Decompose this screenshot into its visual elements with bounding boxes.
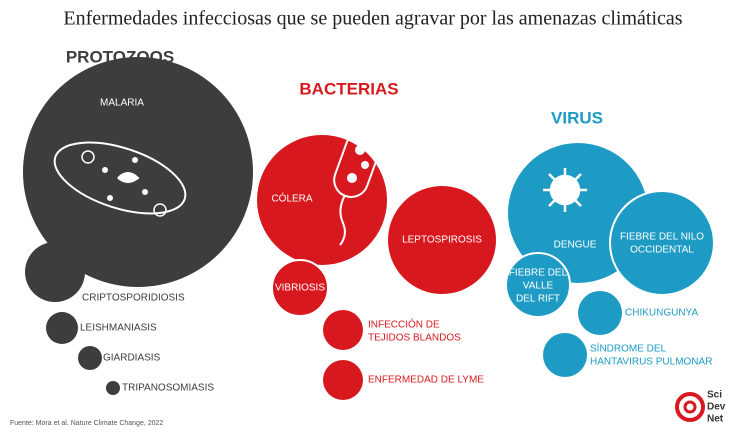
disease-label: CRIPTOSPORIDIOSIS [82,293,185,304]
logo-text: Net [707,414,724,425]
disease-label: INFECCIÓN DE [368,318,440,331]
disease-label: TRIPANOSOMIASIS [122,383,214,394]
logo-text: Dev [707,402,726,413]
disease-label: VALLE [523,281,554,292]
disease-label: DEL RIFT [516,294,560,305]
bubble [505,252,571,318]
bubble [106,381,120,395]
bubble [23,57,253,287]
disease-label: ENFERMEDAD DE LYME [368,375,484,386]
disease-label: LEPTOSPIROSIS [402,235,482,246]
disease-label: TEJIDOS BLANDOS [368,333,461,344]
logo-text: Sci [707,390,722,401]
disease-label: VIBRIOSIS [275,283,325,294]
disease-label: MALARIA [100,98,144,109]
group-title: BACTERIAS [299,79,398,98]
bubble [609,190,715,296]
bacterium-icon [333,130,381,246]
disease-label: HANTAVIRUS PULMONAR [590,357,712,368]
title: Enfermedades infecciosas que se pueden a… [63,8,682,30]
group-title: VIRUS [551,108,603,127]
disease-label: FIEBRE DEL NILO [620,232,704,243]
logo: Sci Dev Net [675,390,726,425]
bubble [257,135,387,265]
disease-label: GIARDIASIS [103,353,161,364]
disease-label: DENGUE [554,240,597,251]
disease-label: CHIKUNGUNYA [625,308,698,319]
source: Fuente: Mora et al. Nature Climate Chang… [10,420,163,427]
bubble [271,259,329,317]
bubble [78,346,102,370]
bubble [543,333,587,377]
bubble [323,360,363,400]
bubble [323,310,363,350]
bubble [25,242,85,302]
bubble [46,312,78,344]
disease-label: FIEBRE DEL [509,268,568,279]
bubble [386,184,498,296]
virus-icon [543,168,587,212]
disease-label: CÓLERA [271,192,312,205]
disease-label: SÍNDROME DEL [590,342,667,355]
disease-label: OCCIDENTAL [630,245,694,256]
paramecium-icon [53,141,187,217]
bubble [578,291,622,335]
disease-label: LEISHMANIASIS [80,323,157,334]
